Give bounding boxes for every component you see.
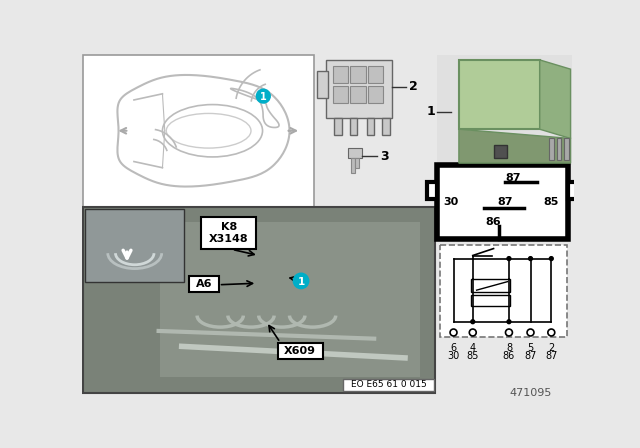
- Text: 87: 87: [545, 351, 557, 361]
- Text: 3: 3: [380, 150, 389, 163]
- Bar: [333, 66, 348, 83]
- Text: EO E65 61 0 015: EO E65 61 0 015: [351, 380, 427, 389]
- Polygon shape: [540, 60, 570, 138]
- Bar: [326, 60, 392, 118]
- Bar: [459, 60, 540, 129]
- Text: 86: 86: [503, 351, 515, 361]
- Bar: [334, 118, 342, 134]
- Text: K8: K8: [221, 222, 237, 232]
- Bar: [493, 145, 508, 159]
- Circle shape: [527, 329, 534, 336]
- Text: 471095: 471095: [509, 388, 552, 398]
- Bar: [367, 118, 374, 134]
- Circle shape: [507, 257, 511, 260]
- Bar: [189, 276, 219, 293]
- Bar: [440, 245, 566, 337]
- Text: 4: 4: [470, 343, 476, 353]
- Circle shape: [548, 329, 555, 336]
- Text: 85: 85: [543, 198, 559, 207]
- Bar: [86, 209, 184, 282]
- Bar: [427, 182, 437, 199]
- Bar: [471, 295, 511, 306]
- Text: 87: 87: [506, 173, 521, 183]
- Bar: [83, 207, 435, 392]
- Bar: [317, 72, 328, 99]
- Circle shape: [257, 89, 270, 103]
- Circle shape: [529, 257, 532, 260]
- Text: 30: 30: [447, 351, 460, 361]
- Text: 5: 5: [527, 343, 534, 353]
- Bar: [201, 217, 257, 250]
- Bar: [350, 86, 365, 103]
- Text: 86: 86: [485, 217, 500, 227]
- Bar: [382, 118, 390, 134]
- Bar: [368, 66, 383, 83]
- Text: 6: 6: [451, 343, 456, 353]
- Bar: [348, 148, 362, 158]
- Bar: [437, 165, 568, 238]
- Text: 30: 30: [444, 198, 459, 207]
- Text: 85: 85: [467, 351, 479, 361]
- Bar: [278, 343, 323, 359]
- Text: 1: 1: [260, 92, 267, 102]
- Circle shape: [469, 329, 476, 336]
- Bar: [437, 55, 572, 165]
- Bar: [83, 55, 314, 207]
- Text: 2: 2: [409, 80, 418, 93]
- Bar: [333, 86, 348, 103]
- Circle shape: [450, 329, 457, 336]
- Text: 87: 87: [497, 198, 513, 207]
- Text: A6: A6: [196, 279, 212, 289]
- Text: 1: 1: [426, 105, 435, 118]
- Bar: [368, 86, 383, 103]
- Circle shape: [506, 329, 513, 336]
- Circle shape: [293, 273, 308, 289]
- Circle shape: [471, 320, 475, 323]
- Polygon shape: [459, 129, 570, 163]
- Bar: [557, 138, 561, 160]
- Bar: [564, 138, 569, 160]
- Text: 2: 2: [548, 343, 554, 353]
- Text: X609: X609: [284, 346, 316, 356]
- Bar: [355, 158, 359, 168]
- Bar: [350, 66, 365, 83]
- Bar: [349, 118, 357, 134]
- Text: X3148: X3148: [209, 234, 248, 244]
- Circle shape: [507, 320, 511, 323]
- Bar: [160, 222, 420, 377]
- Circle shape: [549, 257, 553, 260]
- Text: 87: 87: [524, 351, 537, 361]
- Bar: [351, 158, 355, 173]
- Text: 8: 8: [506, 343, 512, 353]
- Text: 1: 1: [298, 277, 305, 287]
- Bar: [549, 138, 554, 160]
- Bar: [471, 280, 511, 293]
- Bar: [568, 182, 579, 199]
- Bar: [344, 379, 435, 391]
